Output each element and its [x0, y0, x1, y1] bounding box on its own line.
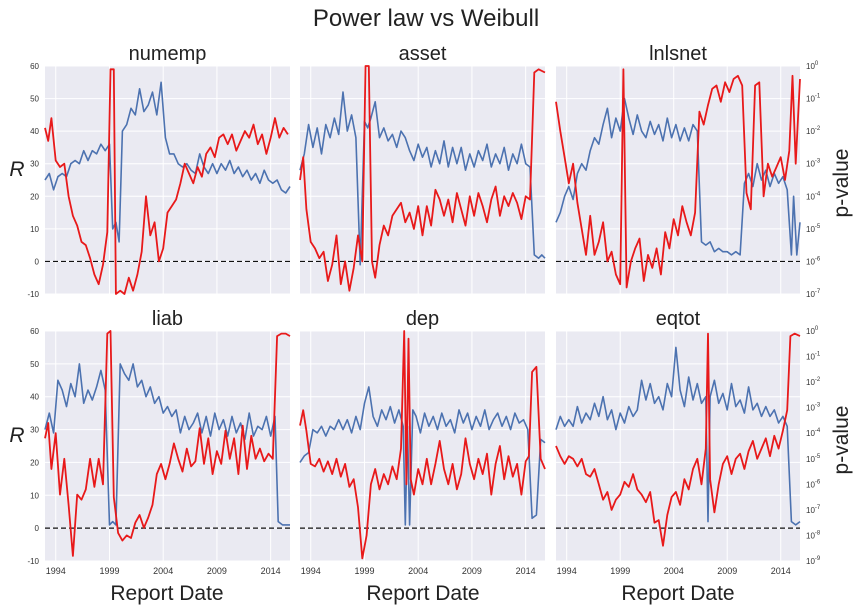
x-axis-label: Report Date — [621, 582, 734, 605]
x-tick-label: 1999 — [354, 566, 374, 576]
y-tick-label: 40 — [30, 393, 39, 402]
series-pvalue-line — [44, 68, 289, 295]
y-tick-label: 30 — [30, 160, 39, 169]
y-tick-label: 20 — [30, 458, 39, 467]
x-tick-label: 1999 — [99, 566, 119, 576]
x-tick-label: 1994 — [557, 566, 577, 576]
series-r-line — [299, 386, 546, 526]
series-pvalue-line — [299, 330, 546, 560]
y-tick-label: 10 — [30, 491, 39, 500]
y-tick-label: 60 — [30, 327, 39, 336]
y-tick-label-right: 10-3 — [806, 403, 821, 413]
y-axis-label-pvalue: p-value — [830, 406, 853, 475]
figure-title: Power law vs Weibull — [313, 5, 539, 32]
panel-eqtot: eqtot 10-9 10-8 10-7 10-6 10-5 10-4 10-3 10-2 10-… — [555, 308, 821, 576]
panel-title: dep — [406, 308, 439, 330]
panel-asset: asset — [299, 43, 546, 295]
series-pvalue-line — [299, 65, 546, 292]
panel-numemp: numemp -10 0 10 20 30 40 50 60 — [27, 43, 291, 299]
x-tick-label: 1994 — [301, 566, 321, 576]
y-tick-label: 0 — [35, 524, 40, 533]
plot-area — [300, 66, 545, 294]
y-tick-label-right: 10-2 — [806, 126, 821, 136]
series-r-line — [44, 81, 291, 243]
y-tick-label-right: 10-5 — [806, 224, 821, 234]
y-tick-label-right: 100 — [806, 326, 819, 336]
x-tick-label: 2004 — [153, 566, 173, 576]
y-tick-label-right: 10-5 — [806, 454, 821, 464]
y-axis-label-pvalue: p-value — [830, 149, 853, 218]
panel-title: asset — [399, 43, 447, 65]
plot-area — [45, 66, 290, 294]
x-tick-label: 2009 — [207, 566, 227, 576]
y-tick-label-right: 10-1 — [806, 352, 821, 362]
series-r-line — [44, 363, 290, 526]
y-tick-label: 20 — [30, 192, 39, 201]
y-tick-label-right: 10-8 — [806, 530, 821, 540]
panel-dep: dep 1994 1999 2004 2009 2014 — [299, 308, 546, 576]
x-tick-label: 2009 — [717, 566, 737, 576]
x-axis-label: Report Date — [366, 582, 479, 605]
plot-area — [300, 331, 545, 561]
panel-title: numemp — [129, 43, 207, 65]
y-tick-label: 10 — [30, 225, 39, 234]
x-tick-label: 2014 — [516, 566, 536, 576]
x-tick-label: 2014 — [771, 566, 791, 576]
panel-title: lnlsnet — [649, 43, 707, 65]
x-tick-label: 1994 — [46, 566, 66, 576]
y-tick-label: 30 — [30, 426, 39, 435]
series-r-line — [555, 346, 801, 526]
x-tick-label: 2004 — [664, 566, 684, 576]
panel-title: liab — [152, 308, 183, 330]
y-tick-label-right: 10-1 — [806, 94, 821, 104]
y-tick-label-right: 10-4 — [806, 428, 821, 438]
x-tick-label: 2004 — [408, 566, 428, 576]
y-tick-label-right: 10-9 — [806, 556, 821, 566]
series-pvalue-line — [555, 332, 801, 547]
panel-title: eqtot — [656, 308, 701, 330]
panel-liab: liab -10 0 10 20 30 40 50 60 1994 1999 2004 2009 2014 — [27, 308, 291, 576]
y-tick-label: 0 — [35, 257, 40, 266]
y-tick-label-right: 10-6 — [806, 479, 821, 489]
panels: numemp -10 0 10 20 30 40 50 60 asset lnlsnet 10-7 10… — [27, 43, 820, 576]
y-axis-label-r: R — [9, 424, 24, 447]
y-tick-label-right: 10-3 — [806, 159, 821, 169]
y-tick-label: 40 — [30, 127, 39, 136]
y-tick-label: 50 — [30, 360, 39, 369]
x-axis-label: Report Date — [110, 582, 223, 605]
y-axis-label-r: R — [9, 158, 24, 181]
y-tick-label-right: 100 — [806, 61, 819, 71]
series-pvalue-line — [44, 330, 291, 557]
series-pvalue-line — [555, 68, 801, 289]
y-tick-label: 50 — [30, 95, 39, 104]
y-tick-label: 60 — [30, 62, 39, 71]
x-tick-label: 2014 — [261, 566, 281, 576]
y-tick-label-right: 10-2 — [806, 377, 821, 387]
y-tick-label: -10 — [27, 557, 39, 566]
x-tick-label: 1999 — [610, 566, 630, 576]
y-tick-label-right: 10-7 — [806, 289, 821, 299]
series-r-line — [299, 91, 546, 266]
y-tick-label-right: 10-6 — [806, 256, 821, 266]
panel-lnlsnet: lnlsnet 10-7 10-6 10-5 10-4 10-3 10-2 10-1 100 — [555, 43, 821, 299]
y-tick-label-right: 10-7 — [806, 505, 821, 515]
y-tick-label: -10 — [27, 290, 39, 299]
x-tick-label: 2009 — [462, 566, 482, 576]
y-tick-label-right: 10-4 — [806, 191, 821, 201]
